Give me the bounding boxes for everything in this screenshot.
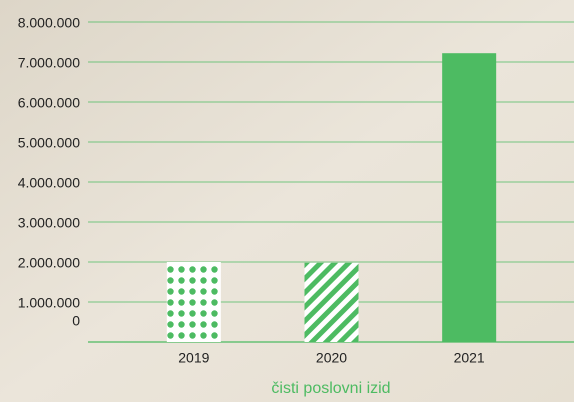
y-tick-label: 3.000.000 [18,215,80,231]
x-axis-label: čisti poslovni izid [271,380,390,397]
y-tick-label: 8.000.000 [18,15,80,31]
bar [442,53,497,342]
bar [166,262,221,342]
x-tick-label: 2020 [316,350,347,366]
x-tick-label: 2021 [454,350,485,366]
y-tick-label: 7.000.000 [18,55,80,71]
y-tick-label: 4.000.000 [18,175,80,191]
y-tick-label: 5.000.000 [18,135,80,151]
bar [304,262,359,342]
y-tick-label: 1.000.000 [18,295,80,311]
y-tick-label: 6.000.000 [18,95,80,111]
x-tick-label: 2019 [178,350,209,366]
y-tick-label: 2.000.000 [18,255,80,271]
y-tick-label: 0 [72,313,80,329]
